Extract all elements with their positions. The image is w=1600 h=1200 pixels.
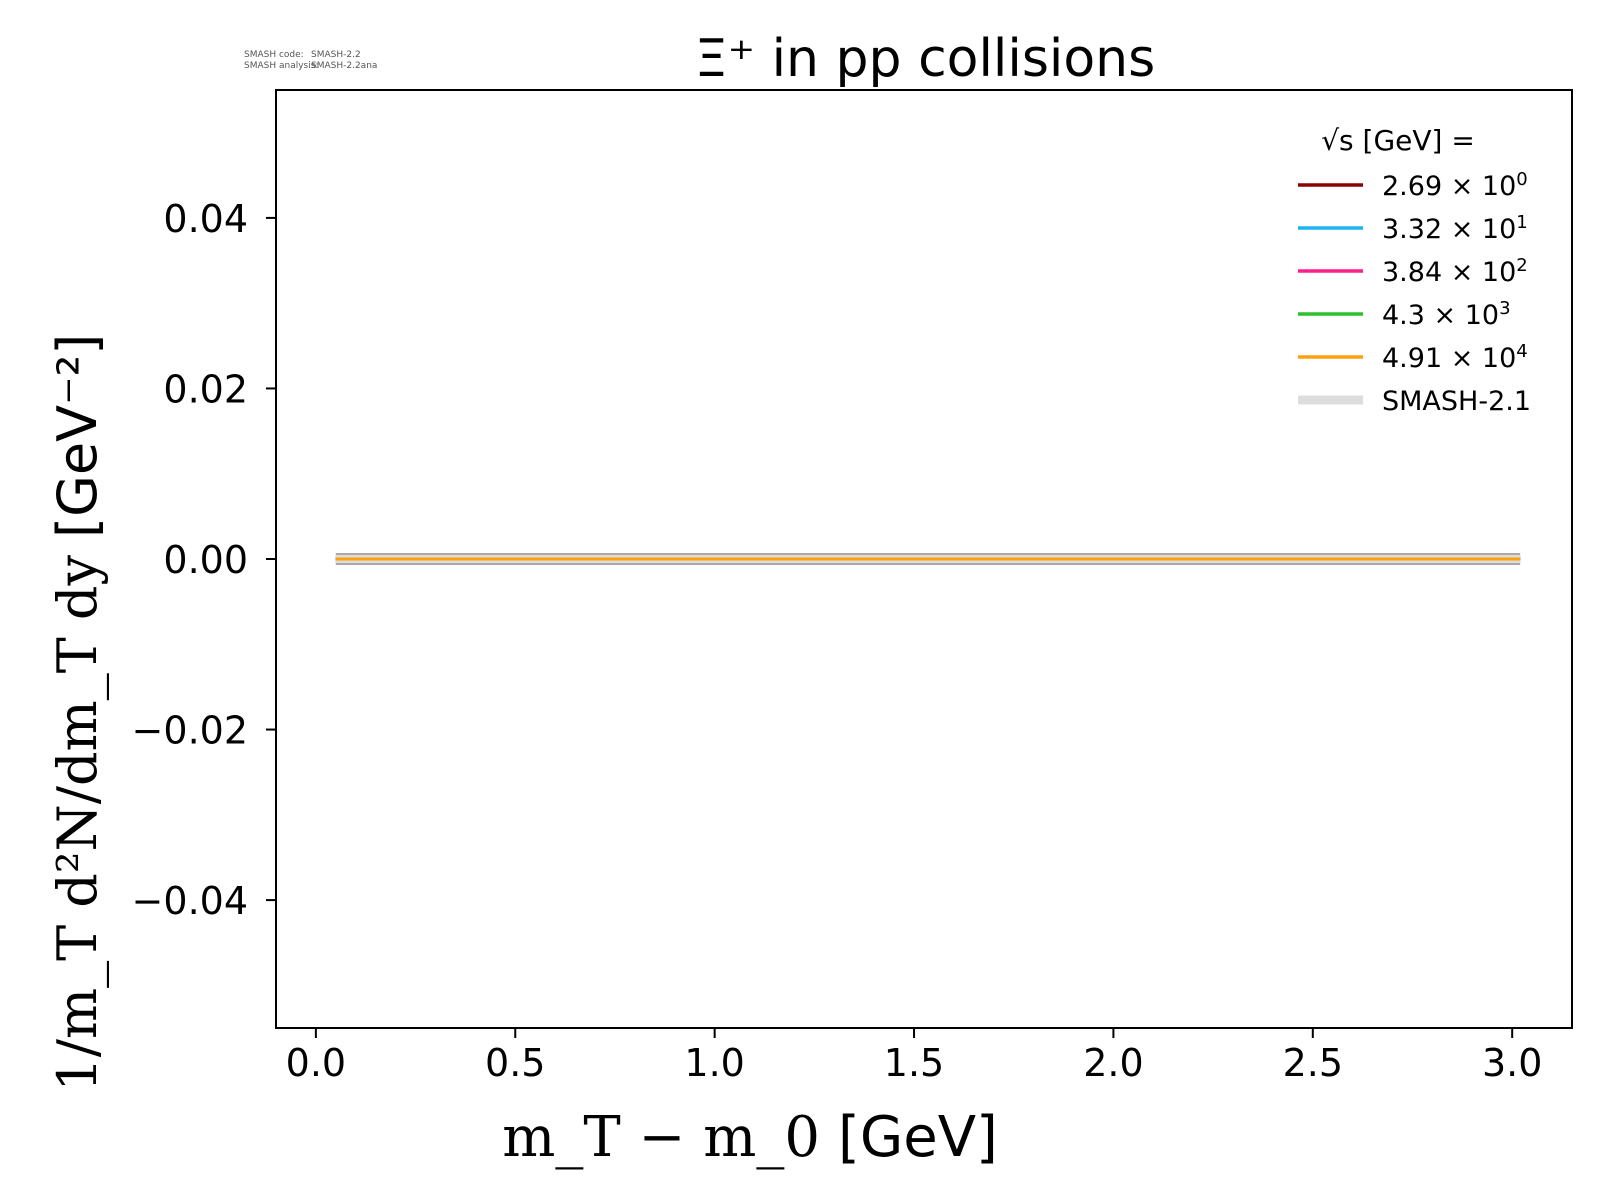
legend-title: √s [GeV] = [1321, 124, 1475, 157]
x-axis: 0.0 0.5 1.0 1.5 2.0 2.5 3.0 [286, 1028, 1542, 1085]
x-tick-label: 2.5 [1283, 1041, 1343, 1085]
legend-label: 4.3 × 103 [1382, 298, 1511, 332]
y-axis-label: 1/m_T d²N/dm_T dy [GeV⁻²] [46, 334, 109, 1092]
legend-label: 3.84 × 102 [1382, 255, 1528, 289]
y-tick-label: 0.00 [163, 538, 248, 582]
y-tick-label: −0.02 [132, 709, 248, 753]
smash-analysis-value: SMASH-2.2ana [311, 61, 378, 71]
legend-label: 2.69 × 100 [1382, 169, 1528, 203]
x-tick-label: 0.5 [485, 1041, 545, 1085]
x-tick-label: 2.0 [1083, 1041, 1143, 1085]
y-tick-label: 0.04 [163, 197, 248, 241]
y-tick-label: −0.04 [132, 879, 248, 923]
y-axis-label-unit: [GeV⁻²] [46, 334, 109, 538]
x-tick-label: 0.0 [286, 1041, 346, 1085]
legend-label-reference: SMASH-2.1 [1382, 386, 1531, 417]
smash-code-value: SMASH-2.2 [311, 50, 361, 60]
y-axis-label-math: 1/m_T d²N/dm_T dy [46, 555, 109, 1092]
x-tick-label: 1.5 [884, 1041, 944, 1085]
x-axis-label: m_T − m_0 [GeV] [502, 1105, 998, 1170]
smash-analysis-label: SMASH analysis: [244, 61, 319, 71]
legend: √s [GeV] = 2.69 × 100 3.32 × 101 3.84 × 10… [1298, 124, 1531, 417]
smash-code-label: SMASH code: [244, 50, 304, 60]
y-tick-label: 0.02 [163, 367, 248, 411]
x-axis-label-math: m_T − m_0 [502, 1105, 820, 1170]
legend-label: 3.32 × 101 [1382, 212, 1528, 246]
x-tick-label: 3.0 [1482, 1041, 1542, 1085]
chart-title: Ξ⁺ in pp collisions [695, 29, 1155, 89]
x-axis-label-unit: [GeV] [838, 1105, 998, 1170]
smash-version-info: SMASH code: SMASH-2.2 SMASH analysis:SMAS… [244, 50, 377, 72]
x-tick-label: 1.0 [684, 1041, 744, 1085]
legend-label: 4.91 × 104 [1382, 341, 1528, 375]
y-axis: 0.04 0.02 0.00 −0.02 −0.04 [132, 197, 276, 923]
